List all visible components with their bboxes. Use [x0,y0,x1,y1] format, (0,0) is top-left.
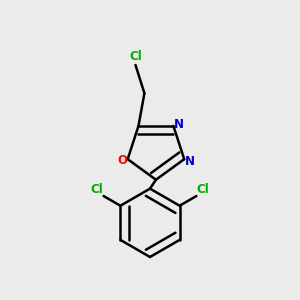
Text: Cl: Cl [91,183,103,196]
Text: N: N [184,155,195,168]
Text: Cl: Cl [129,50,142,63]
Text: Cl: Cl [196,183,209,196]
Text: N: N [174,118,184,131]
Text: O: O [117,154,127,167]
